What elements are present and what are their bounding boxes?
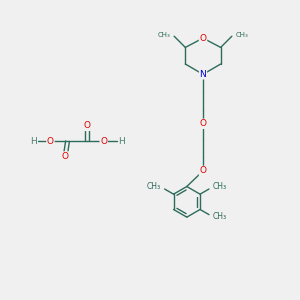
Text: CH₃: CH₃: [213, 212, 227, 221]
Text: O: O: [200, 167, 206, 176]
Text: H: H: [30, 137, 37, 146]
Text: O: O: [200, 119, 206, 128]
Text: O: O: [200, 34, 206, 43]
Text: H: H: [118, 137, 125, 146]
Text: CH₃: CH₃: [213, 182, 227, 191]
Text: O: O: [83, 122, 90, 130]
Text: O: O: [62, 152, 69, 161]
Text: CH₃: CH₃: [236, 32, 248, 38]
Text: N: N: [200, 70, 206, 79]
Text: CH₃: CH₃: [158, 32, 170, 38]
Text: O: O: [47, 137, 54, 146]
Text: O: O: [100, 137, 107, 146]
Text: CH₃: CH₃: [147, 182, 161, 191]
